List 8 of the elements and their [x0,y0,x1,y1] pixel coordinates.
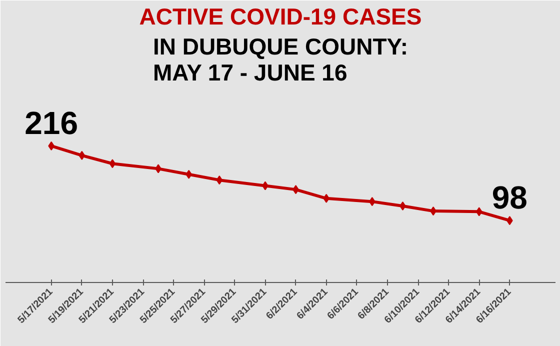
chart-title: ACTIVE COVID-19 CASES [139,4,422,30]
point [216,176,223,185]
point [78,150,86,160]
point [476,207,482,216]
chart-subtitle: IN DUBUQUE COUNTY: MAY 17 - JUNE 16 [152,34,408,86]
data-label: 216 [24,104,78,141]
point [109,159,116,168]
data-label: 98 [492,180,528,216]
